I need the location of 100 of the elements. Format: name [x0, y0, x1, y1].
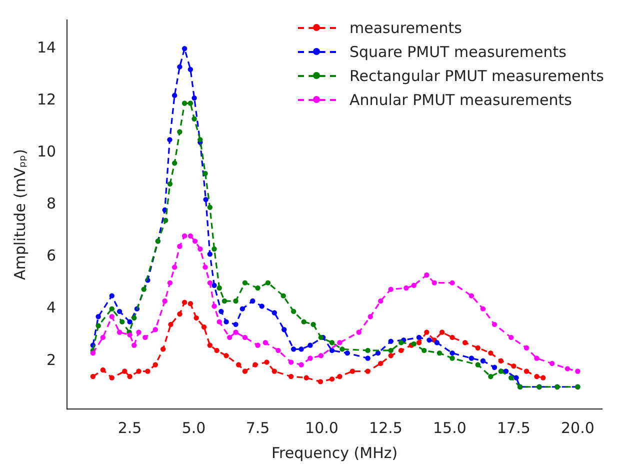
- point: [298, 346, 304, 352]
- point: [202, 170, 208, 176]
- point: [194, 315, 199, 321]
- point: [127, 374, 132, 380]
- point: [416, 340, 422, 346]
- point: [122, 368, 128, 374]
- point: [388, 353, 394, 358]
- point: [109, 375, 114, 380]
- y-tick-label: 2: [46, 350, 56, 369]
- point: [411, 341, 416, 347]
- point: [475, 345, 480, 350]
- point: [468, 356, 474, 361]
- point: [233, 322, 238, 328]
- point: [242, 334, 248, 340]
- x-tick-label: 15.0: [433, 418, 466, 437]
- point: [188, 66, 194, 72]
- point: [492, 364, 498, 370]
- point: [188, 301, 194, 306]
- point: [100, 334, 106, 340]
- point: [340, 346, 345, 352]
- point: [224, 353, 229, 358]
- point: [534, 374, 540, 380]
- point: [450, 356, 455, 361]
- point: [127, 319, 132, 324]
- point: [480, 358, 486, 364]
- point: [172, 92, 178, 98]
- x-axis-title: Frequency (MHz): [272, 444, 398, 462]
- point: [212, 304, 217, 309]
- point: [462, 340, 468, 346]
- point: [378, 360, 384, 366]
- point: [492, 322, 498, 328]
- point: [216, 319, 222, 324]
- point: [203, 196, 208, 202]
- point: [350, 368, 356, 374]
- point: [388, 348, 394, 354]
- point: [329, 348, 335, 354]
- point: [540, 375, 546, 380]
- point: [192, 116, 197, 122]
- point: [298, 362, 304, 368]
- point: [344, 350, 350, 356]
- point: [416, 334, 422, 340]
- x-tick-label: 12.5: [369, 418, 402, 437]
- point: [329, 340, 335, 346]
- point: [398, 340, 404, 346]
- point: [116, 308, 122, 314]
- point: [318, 353, 324, 358]
- point: [252, 362, 258, 368]
- y-tick-label: 6: [46, 246, 56, 265]
- point: [508, 375, 514, 380]
- point: [422, 348, 427, 354]
- point: [498, 368, 504, 374]
- point: [426, 337, 432, 343]
- point: [177, 129, 182, 134]
- point: [168, 322, 174, 328]
- point: [337, 340, 342, 346]
- point: [145, 368, 150, 374]
- point: [434, 340, 440, 346]
- point: [524, 345, 530, 350]
- point: [368, 314, 373, 320]
- point: [152, 362, 158, 368]
- y-tick-label: 10: [36, 142, 56, 161]
- point: [404, 285, 409, 291]
- point: [120, 319, 125, 324]
- point: [356, 330, 362, 335]
- point: [329, 376, 335, 382]
- point: [152, 327, 158, 332]
- point: [480, 306, 486, 312]
- point: [240, 306, 246, 312]
- point: [242, 368, 248, 374]
- point: [264, 360, 270, 365]
- point: [288, 374, 294, 380]
- point: [214, 348, 220, 354]
- point: [177, 311, 182, 317]
- point: [96, 323, 101, 328]
- point: [388, 286, 394, 292]
- point: [398, 348, 404, 354]
- point: [182, 46, 188, 52]
- x-tick-label: 17.5: [497, 418, 530, 437]
- y-tick-label: 12: [36, 90, 56, 109]
- point: [288, 360, 294, 365]
- point: [439, 330, 445, 335]
- point: [96, 314, 101, 320]
- point: [233, 298, 238, 304]
- point: [365, 368, 370, 374]
- x-tick-label: 10.0: [305, 418, 338, 437]
- point: [388, 338, 394, 344]
- point: [212, 246, 217, 252]
- point: [222, 298, 228, 304]
- point: [224, 319, 229, 324]
- y-tick-label: 14: [36, 38, 56, 57]
- point: [132, 342, 137, 348]
- point: [255, 342, 260, 348]
- point: [272, 368, 277, 374]
- point: [132, 315, 137, 321]
- legend-label: measurements: [350, 18, 462, 39]
- point: [177, 64, 182, 70]
- point: [212, 282, 217, 288]
- point: [236, 362, 242, 368]
- legend-label: Annular PMUT measurements: [350, 90, 572, 111]
- point: [127, 332, 132, 338]
